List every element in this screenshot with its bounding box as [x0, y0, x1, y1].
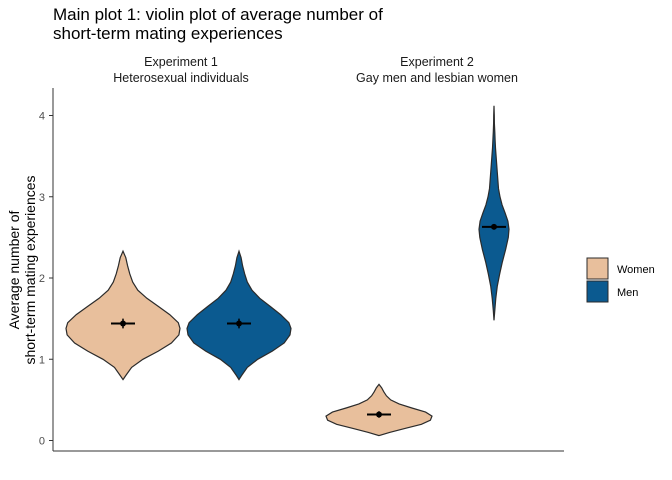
panel-1-women-violin — [65, 249, 181, 381]
legend-label-men: Men — [617, 287, 638, 299]
panel-1-strip-line-2: Heterosexual individuals — [113, 71, 249, 85]
legend-key-men — [586, 280, 609, 303]
violins-layer — [65, 105, 510, 437]
panel-2-men-mean-point — [491, 223, 497, 230]
axes-layer: 0 1 2 3 4 — [39, 88, 564, 452]
y-tick-label-0: 0 — [39, 436, 45, 448]
panel-1-men-violin — [186, 249, 292, 381]
panel-2-men-violin — [478, 105, 510, 321]
panel-1-women-mean-point — [120, 320, 126, 327]
legend-key-women — [586, 257, 609, 280]
panel-1-men-mean-point — [236, 320, 242, 327]
panel-2-women-mean-point — [376, 411, 382, 418]
legend-label-women: Women — [617, 264, 655, 276]
panel-2-strip-line-1: Experiment 2 — [400, 55, 474, 69]
panel-1-strip-line-1: Experiment 1 — [144, 55, 218, 69]
panel-2-strip-line-2: Gay men and lesbian women — [356, 71, 518, 85]
y-tick-label-4: 4 — [39, 111, 45, 123]
legend: Women Men — [586, 257, 655, 303]
y-tick-label-2: 2 — [39, 273, 45, 285]
chart-title-line-2: short-term mating experiences — [53, 24, 283, 43]
panel-2-women-violin — [325, 383, 433, 437]
chart-title-line-1: Main plot 1: violin plot of average numb… — [53, 5, 383, 24]
y-axis-title-line-1: Average number of — [6, 210, 22, 329]
y-axis-title-line-2: short-term mating experiences — [22, 175, 38, 364]
y-tick-label-3: 3 — [39, 192, 45, 204]
y-axis-title: Average number of short-term mating expe… — [6, 175, 38, 364]
y-tick-label-1: 1 — [39, 354, 45, 366]
